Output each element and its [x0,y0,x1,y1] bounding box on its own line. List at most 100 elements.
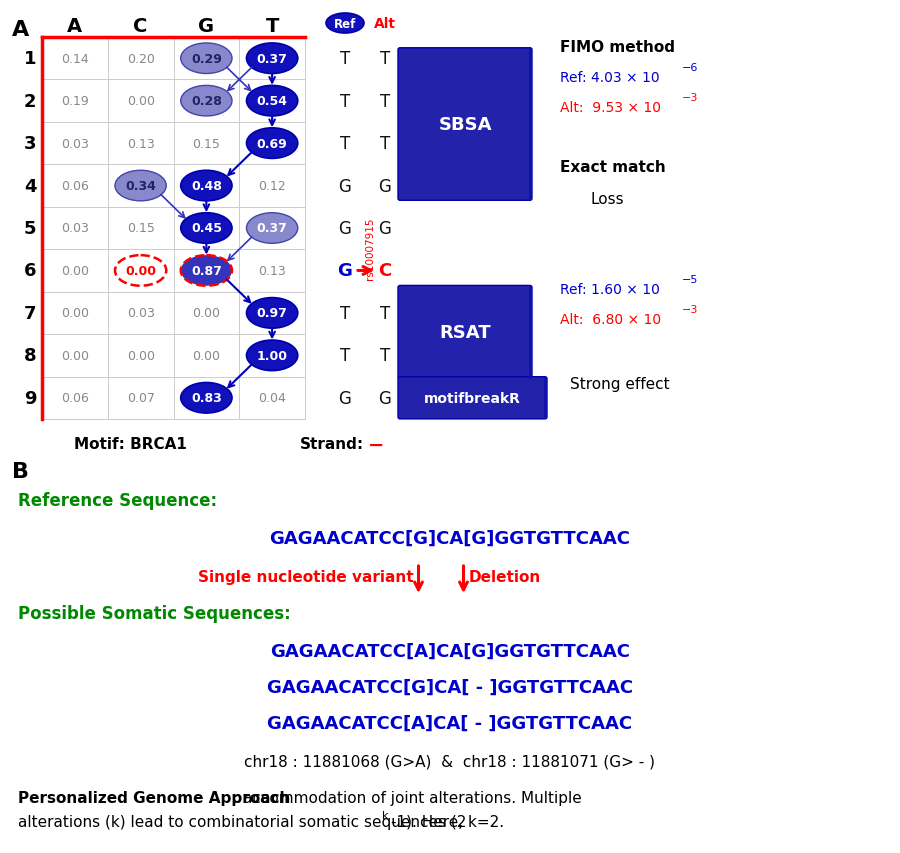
Text: 2: 2 [23,93,36,111]
Text: 0.00: 0.00 [125,264,156,277]
Text: 0.20: 0.20 [127,53,155,66]
Ellipse shape [247,44,298,74]
Text: 0.69: 0.69 [256,137,287,150]
Text: 0.45: 0.45 [191,223,222,235]
Text: 5: 5 [23,220,36,238]
Text: Deletion: Deletion [469,570,541,585]
Text: FIMO method: FIMO method [560,40,675,55]
Text: 0.04: 0.04 [258,392,286,405]
Text: 4: 4 [23,177,36,195]
Text: Ref: Ref [334,17,356,31]
Text: T: T [340,305,350,322]
Text: GAGAACATCC[G]CA[G]GGTGTTCAAC: GAGAACATCC[G]CA[G]GGTGTTCAAC [269,530,631,548]
Text: G: G [379,389,392,407]
Text: 6: 6 [23,262,36,280]
Ellipse shape [181,171,232,201]
Text: T: T [380,305,390,322]
Ellipse shape [247,213,298,244]
Ellipse shape [181,383,232,414]
Text: 1.00: 1.00 [256,350,288,363]
Text: 0.07: 0.07 [127,392,155,405]
Text: Alt: Alt [374,17,396,31]
Text: A: A [12,20,29,40]
Text: 0.12: 0.12 [258,180,286,193]
Text: RSAT: RSAT [439,323,491,341]
Text: 0.00: 0.00 [193,307,220,320]
FancyBboxPatch shape [398,377,547,420]
Text: C: C [133,16,148,36]
Text: G: G [338,177,351,195]
Text: 0.48: 0.48 [191,180,221,193]
FancyBboxPatch shape [398,49,532,201]
Text: 0.00: 0.00 [127,95,155,108]
Text: Strand:: Strand: [300,437,364,452]
Text: G: G [379,177,392,195]
Ellipse shape [115,171,166,201]
Text: GAGAACATCC[A]CA[ - ]GGTGTTCAAC: GAGAACATCC[A]CA[ - ]GGTGTTCAAC [267,714,633,732]
Text: 0.13: 0.13 [127,137,155,150]
Text: chr18 : 11881068 (G>A)  &  chr18 : 11881071 (G> - ): chr18 : 11881068 (G>A) & chr18 : 1188107… [245,754,655,769]
Text: Single nucleotide variant: Single nucleotide variant [198,570,413,585]
Text: Ref: 1.60 × 10: Ref: 1.60 × 10 [560,282,660,297]
Ellipse shape [326,14,364,34]
Ellipse shape [181,213,232,244]
Ellipse shape [247,340,298,371]
Text: Alt:  9.53 × 10: Alt: 9.53 × 10 [560,101,661,115]
Text: Personalized Genome Approach: Personalized Genome Approach [18,790,291,805]
Text: G: G [338,262,353,280]
Ellipse shape [247,86,298,117]
Text: 0.29: 0.29 [191,53,221,66]
Text: 0.03: 0.03 [127,307,155,320]
Text: T: T [340,93,350,111]
Text: −6: −6 [682,63,698,73]
Text: A: A [68,16,83,36]
Text: 0.06: 0.06 [61,180,89,193]
Text: 8: 8 [23,347,36,365]
Text: 0.00: 0.00 [61,264,89,277]
Ellipse shape [181,86,232,117]
Text: 0.37: 0.37 [256,223,288,235]
Text: 7: 7 [23,305,36,322]
FancyBboxPatch shape [398,286,532,379]
Text: Alt:  6.80 × 10: Alt: 6.80 × 10 [560,313,662,327]
Text: 0.54: 0.54 [256,95,288,108]
Text: 0.14: 0.14 [61,53,89,66]
Text: Loss: Loss [590,192,624,207]
Text: 0.03: 0.03 [61,223,89,235]
Text: −5: −5 [682,275,698,285]
Text: GAGAACATCC[G]CA[ - ]GGTGTTCAAC: GAGAACATCC[G]CA[ - ]GGTGTTCAAC [267,678,633,696]
Text: SBSA: SBSA [438,116,491,134]
Text: GAGAACATCC[A]CA[G]GGTGTTCAAC: GAGAACATCC[A]CA[G]GGTGTTCAAC [270,642,630,660]
Text: G: G [379,220,392,238]
Text: motifbreakR: motifbreakR [424,392,521,405]
Ellipse shape [181,256,232,287]
Text: 0.34: 0.34 [125,180,156,193]
Text: -1). Here, k=2.: -1). Here, k=2. [392,814,504,829]
Text: B: B [12,461,29,481]
Text: G: G [198,16,214,36]
Ellipse shape [247,129,298,160]
Text: Exact match: Exact match [560,160,666,176]
Text: T: T [340,347,350,365]
Text: T: T [380,50,390,68]
Ellipse shape [247,299,298,328]
Text: Motif: BRCA1: Motif: BRCA1 [74,437,186,452]
Text: alterations (k) lead to combinatorial somatic sequences (2: alterations (k) lead to combinatorial so… [18,814,466,829]
Text: G: G [338,389,351,407]
Text: 0.97: 0.97 [256,307,288,320]
Text: 0.87: 0.87 [191,264,221,277]
Text: T: T [266,16,279,36]
Text: k: k [382,810,389,820]
Text: T: T [380,135,390,153]
Text: 9: 9 [23,389,36,407]
Text: 3: 3 [23,135,36,153]
Text: 0.13: 0.13 [258,264,286,277]
Text: Possible Somatic Sequences:: Possible Somatic Sequences: [18,604,291,623]
Text: 1: 1 [23,50,36,68]
Text: 0.03: 0.03 [61,137,89,150]
Text: 0.37: 0.37 [256,53,288,66]
Text: 0.00: 0.00 [193,350,220,363]
Text: 0.00: 0.00 [61,307,89,320]
Text: Reference Sequence:: Reference Sequence: [18,491,217,509]
Text: 0.15: 0.15 [193,137,220,150]
